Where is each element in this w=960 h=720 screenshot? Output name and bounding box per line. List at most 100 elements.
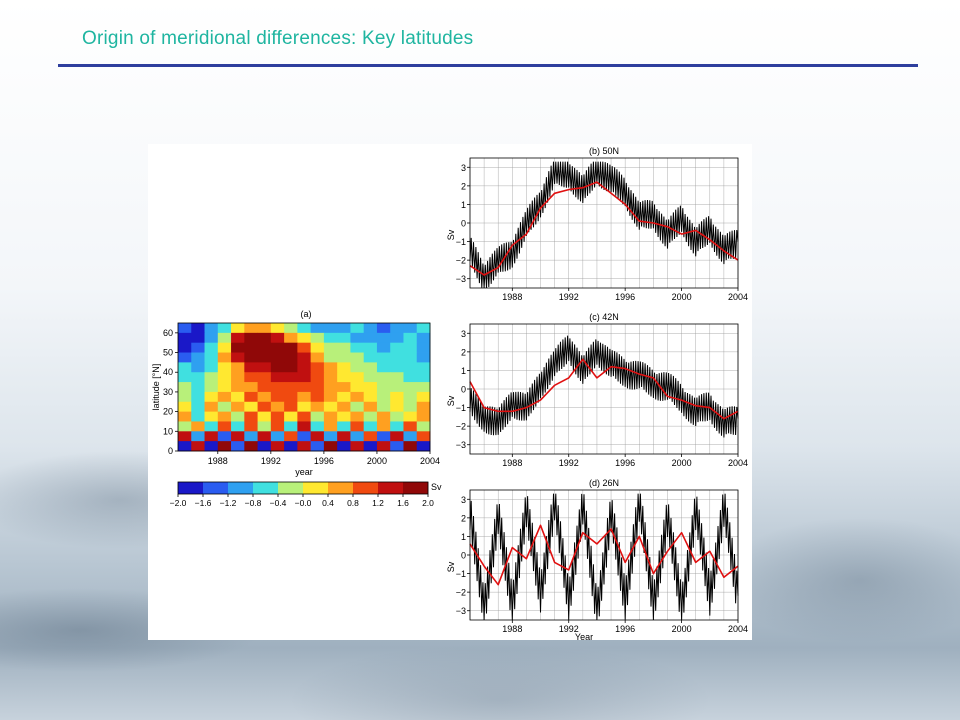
heatmap-cell [217, 352, 232, 363]
heatmap-cell [204, 391, 219, 403]
heatmap-cell [350, 441, 365, 452]
heatmap-cell [204, 323, 219, 334]
colorbar-tick-label: 1.6 [397, 498, 409, 508]
heatmap-cell [403, 342, 418, 353]
series-smoothed-line [469, 524, 739, 586]
y-tick-label: −3 [456, 606, 466, 616]
heatmap-x-tick-label: 2000 [367, 456, 387, 466]
heatmap-cell [257, 342, 272, 353]
heatmap-cell [376, 391, 391, 403]
heatmap-cell [350, 362, 365, 373]
heatmap-cell [231, 391, 245, 403]
x-tick-label: 2000 [672, 292, 692, 302]
colorbar-segment [378, 482, 404, 494]
heatmap-cell [350, 391, 365, 403]
heatmap-cell [257, 332, 272, 344]
heatmap-cell [376, 332, 391, 344]
heatmap-cell [191, 362, 205, 373]
heatmap-cell [337, 352, 351, 363]
heatmap-frame [177, 322, 431, 452]
heatmap-cell [231, 382, 245, 393]
x-tick-label: 1992 [559, 624, 579, 634]
heatmap-cell [217, 401, 232, 413]
heatmap-cell [270, 391, 285, 403]
colorbar-ticks: −2.0 −1.6 −1.2 −0.8 −0.4 −0.0 0.4 0.8 1.2 1.6 2.0 [170, 494, 434, 508]
heatmap-cell [416, 352, 431, 363]
heatmap-cell [178, 431, 192, 442]
heatmap-cell [297, 352, 312, 363]
heatmap-cell [390, 342, 404, 353]
heatmap-cell [323, 382, 338, 393]
heatmap-cell [284, 352, 298, 363]
colorbar [177, 481, 429, 495]
heatmap-cell [416, 431, 431, 442]
heatmap-cell [231, 362, 245, 373]
heatmap-cell [191, 401, 205, 413]
heatmap-cell [244, 352, 258, 363]
heatmap-cell [416, 441, 431, 452]
colorbar-segment [203, 482, 229, 494]
heatmap-cell [217, 431, 232, 442]
heatmap-y-tick-label: 60 [163, 328, 173, 338]
heatmap-cell [350, 382, 365, 393]
series-smoothed-line [469, 358, 739, 420]
heatmap-cell [323, 391, 338, 403]
heatmap-cell [204, 332, 219, 344]
heatmap-cell [270, 323, 285, 334]
heatmap-cell [284, 342, 298, 353]
line-panel-b: (b) 50N 3 2 1 0 −1 −2 −3 1988 1992 1996 2000 2004 Sv [446, 146, 748, 302]
colorbar-segment [278, 482, 304, 494]
heatmap-cell [416, 382, 431, 393]
heatmap-cell [191, 342, 205, 353]
y-tick-label: 3 [461, 163, 466, 173]
heatmap-cell [191, 441, 205, 452]
heatmap-cell [204, 411, 219, 422]
heatmap-cell [323, 362, 338, 373]
heatmap-cell [217, 332, 232, 344]
y-axis-label: Sv [446, 229, 456, 240]
figure-panel: (a) 0 10 20 30 40 50 60 1988 1992 1996 2000 2004 l… [148, 144, 752, 642]
heatmap-cell [416, 342, 431, 353]
heatmap-cell [323, 332, 338, 344]
heatmap-cell [270, 362, 285, 373]
heatmap-cell [323, 421, 338, 432]
heatmap-cell [178, 362, 192, 373]
colorbar-tick-label: −0.0 [295, 498, 312, 508]
heatmap-cell [270, 431, 285, 442]
heatmap-cell [270, 332, 285, 344]
heatmap-cell [244, 421, 258, 432]
heatmap-cell [337, 332, 351, 344]
heatmap-cell [323, 352, 338, 363]
x-tick-label: 1988 [502, 458, 522, 468]
heatmap-cell [257, 421, 272, 432]
heatmap-cell [376, 352, 391, 363]
heatmap-cell [310, 323, 325, 334]
heatmap-cell [284, 372, 298, 383]
heatmap-cell [323, 431, 338, 442]
heatmap-cell [376, 362, 391, 373]
heatmap-cell [390, 362, 404, 373]
heatmap-cell [376, 431, 391, 442]
heatmap-cell [310, 352, 325, 363]
y-tick-label: −2 [456, 256, 466, 266]
heatmap-cell [231, 411, 245, 422]
heatmap-cell [337, 411, 351, 422]
heatmap-x-ticks: 1988 1992 1996 2000 2004 [208, 451, 440, 466]
heatmap-cell [337, 401, 351, 413]
heatmap-cell [363, 421, 378, 432]
heatmap-y-tick-label: 50 [163, 348, 173, 358]
colorbar-tick-label: −2.0 [170, 498, 187, 508]
heatmap-cell [350, 401, 365, 413]
heatmap-cell [191, 382, 205, 393]
heatmap-cell [337, 382, 351, 393]
heatmap-cell [244, 382, 258, 393]
heatmap-cell [390, 441, 404, 452]
heatmap-cell [191, 431, 205, 442]
heatmap-cell [337, 323, 351, 334]
x-tick-label: 1988 [502, 624, 522, 634]
heatmap-cell [297, 431, 312, 442]
heatmap-cell [178, 401, 192, 413]
heatmap-cell [323, 411, 338, 422]
heatmap-cell [376, 372, 391, 383]
heatmap-cell [350, 431, 365, 442]
